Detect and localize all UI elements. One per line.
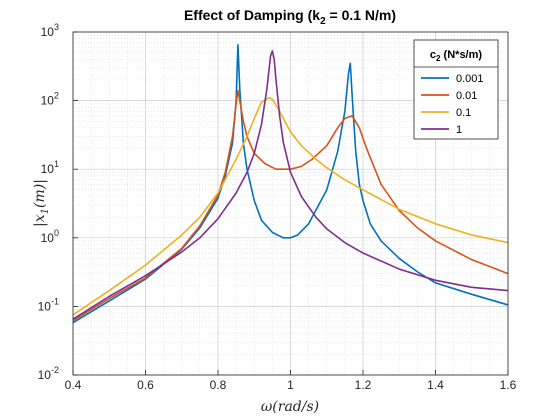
y-tick-label: 103 xyxy=(41,22,59,39)
y-tick-label: 10-1 xyxy=(38,296,59,313)
x-tick-label: 1.4 xyxy=(427,378,444,392)
chart-title: Effect of Damping (k2 = 0.1 N/m) xyxy=(184,7,396,27)
y-tick-label: 102 xyxy=(41,91,59,108)
legend-box xyxy=(413,39,499,140)
y-tick-label: 100 xyxy=(41,228,59,245)
legend: c2 (N*s/m) 0.001 0.01 0.1 1 xyxy=(413,39,499,140)
x-tick-label: 0.8 xyxy=(210,378,227,392)
y-axis-label: |x1(m)| xyxy=(32,179,51,227)
x-tick-label: 1.2 xyxy=(355,378,372,392)
x-tick-label: 1 xyxy=(287,378,294,392)
series-line-0.01 xyxy=(72,89,509,322)
series-line-1 xyxy=(72,50,509,320)
legend-label: 1 xyxy=(456,124,462,136)
plot-area xyxy=(72,44,509,324)
legend-title: c2 (N*s/m) xyxy=(430,49,482,63)
legend-label: 0.1 xyxy=(456,107,471,119)
x-tick-label: 1.6 xyxy=(500,378,517,392)
ticks: 0.4 0.6 0.8 1 1.2 1.4 1.6 10-2 10-1 100 101 102 103 xyxy=(38,22,517,392)
series-line-0.1 xyxy=(72,96,509,316)
x-axis-label: ω(rad/s) xyxy=(261,399,319,415)
x-tick-label: 0.6 xyxy=(137,378,154,392)
legend-label: 0.01 xyxy=(456,90,477,102)
series-line-0.001 xyxy=(72,44,509,324)
y-tick-label: 101 xyxy=(41,159,59,176)
y-tick-label: 10-2 xyxy=(38,365,59,382)
x-tick-label: 0.4 xyxy=(65,378,82,392)
legend-label: 0.001 xyxy=(456,73,484,85)
